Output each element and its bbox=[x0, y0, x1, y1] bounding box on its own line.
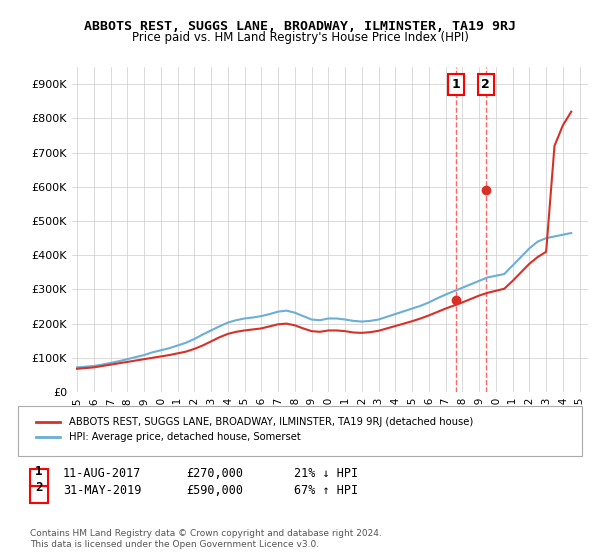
Text: 1: 1 bbox=[451, 78, 460, 91]
Text: Contains HM Land Registry data © Crown copyright and database right 2024.
This d: Contains HM Land Registry data © Crown c… bbox=[30, 529, 382, 549]
Text: ABBOTS REST, SUGGS LANE, BROADWAY, ILMINSTER, TA19 9RJ: ABBOTS REST, SUGGS LANE, BROADWAY, ILMIN… bbox=[84, 20, 516, 32]
Text: £270,000: £270,000 bbox=[186, 466, 243, 480]
Text: 2: 2 bbox=[481, 78, 490, 91]
Text: 11-AUG-2017: 11-AUG-2017 bbox=[63, 466, 142, 480]
Text: £590,000: £590,000 bbox=[186, 483, 243, 497]
Text: 67% ↑ HPI: 67% ↑ HPI bbox=[294, 483, 358, 497]
Text: Price paid vs. HM Land Registry's House Price Index (HPI): Price paid vs. HM Land Registry's House … bbox=[131, 31, 469, 44]
Text: 1: 1 bbox=[35, 465, 43, 478]
Text: ABBOTS REST, SUGGS LANE, BROADWAY, ILMINSTER, TA19 9RJ (detached house): ABBOTS REST, SUGGS LANE, BROADWAY, ILMIN… bbox=[69, 417, 473, 427]
Text: 31-MAY-2019: 31-MAY-2019 bbox=[63, 483, 142, 497]
Text: 2: 2 bbox=[35, 482, 43, 494]
Text: HPI: Average price, detached house, Somerset: HPI: Average price, detached house, Some… bbox=[69, 432, 301, 442]
Text: 21% ↓ HPI: 21% ↓ HPI bbox=[294, 466, 358, 480]
